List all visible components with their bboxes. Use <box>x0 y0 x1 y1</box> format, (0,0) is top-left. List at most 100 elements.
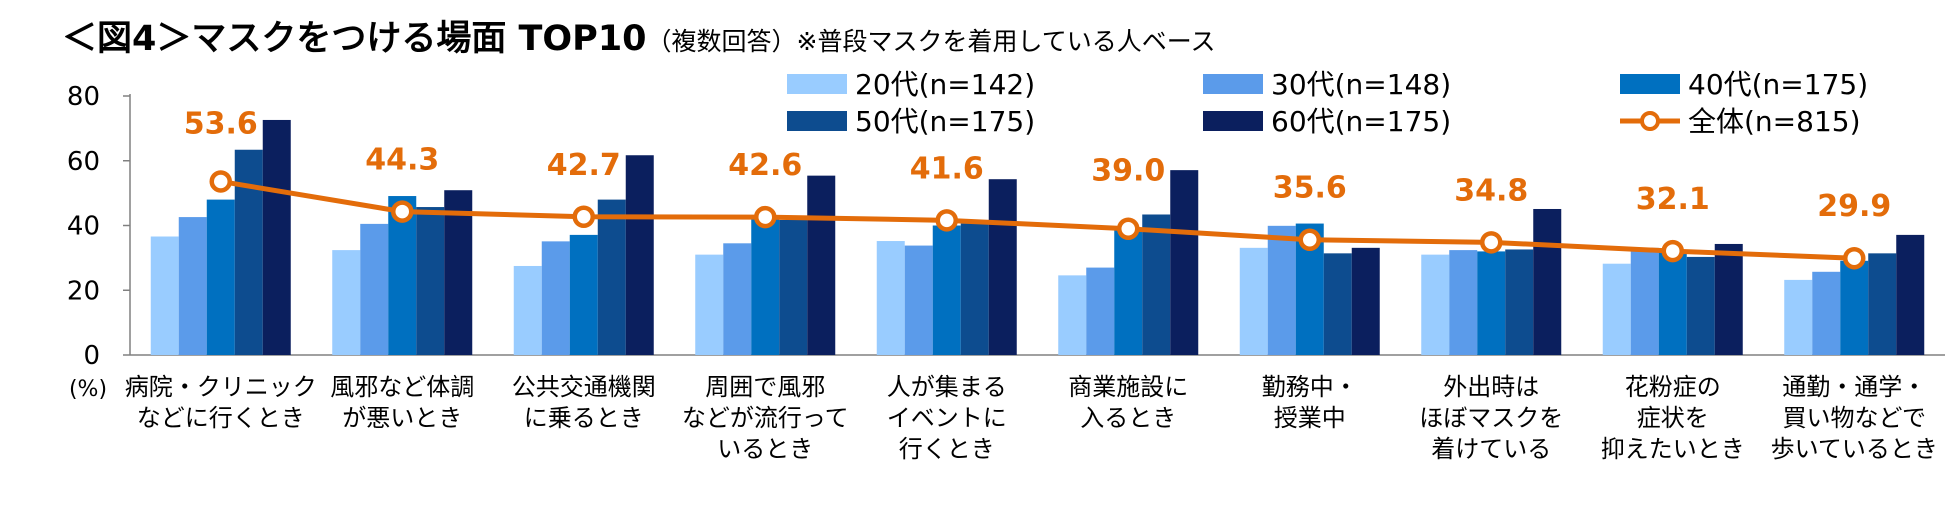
total-point <box>1843 246 1866 270</box>
x-category-label: 入るとき <box>1080 404 1176 432</box>
total-point <box>1661 239 1684 263</box>
legend-label: 30代(n=148) <box>1271 68 1451 101</box>
bar <box>1533 208 1562 355</box>
legend-marker <box>1640 111 1660 131</box>
x-category-label: 勤務中・ <box>1262 373 1358 401</box>
x-category-label: に乗るとき <box>524 404 644 432</box>
total-data-label: 42.7 <box>547 148 621 183</box>
x-category-label: などが流行って <box>682 404 849 432</box>
bar <box>876 241 905 355</box>
x-category-label: ほぼマスクを <box>1419 404 1563 432</box>
x-category-label: 風邪など体調 <box>330 373 474 401</box>
total-data-label: 32.1 <box>1636 182 1710 217</box>
total-data-label: 35.6 <box>1273 171 1347 206</box>
bar <box>1477 251 1506 355</box>
y-tick-label: 20 <box>67 276 100 306</box>
bar <box>695 254 724 355</box>
y-tick-label: 40 <box>67 212 100 242</box>
legend-label: 全体(n=815) <box>1688 105 1861 138</box>
x-category-label: 病院・クリニック <box>125 373 317 401</box>
total-point <box>754 205 777 229</box>
x-category-label: 通勤・通学・ <box>1782 373 1926 401</box>
bar <box>960 223 989 355</box>
legend-swatch <box>787 74 847 94</box>
legend-label: 40代(n=175) <box>1688 68 1868 101</box>
legend-swatch <box>1203 74 1263 94</box>
bar <box>807 175 836 355</box>
x-category-label: 人が集まる <box>887 373 1007 401</box>
total-point <box>1298 228 1321 251</box>
bar <box>1714 243 1743 355</box>
total-data-label: 29.9 <box>1817 189 1891 224</box>
chart-title-main: ＜図4＞マスクをつける場面 TOP10 <box>62 19 647 59</box>
legend-swatch <box>1620 74 1680 94</box>
total-point <box>1117 217 1140 240</box>
bar <box>1840 260 1869 355</box>
bar <box>234 149 263 355</box>
x-category-label: 行くとき <box>899 435 995 463</box>
bar <box>779 219 808 355</box>
bar <box>1142 214 1171 355</box>
x-category-label: 歩いているとき <box>1771 435 1938 463</box>
bar <box>444 190 473 355</box>
bar <box>1351 247 1380 355</box>
chart-title: ＜図4＞マスクをつける場面 TOP10（複数回答）※普段マスクを着用している人ベ… <box>62 10 1215 61</box>
x-category-label: などに行くとき <box>137 404 305 432</box>
x-category-label: いるとき <box>717 435 813 463</box>
bar <box>988 179 1017 355</box>
total-point <box>572 205 595 229</box>
bar <box>416 207 445 355</box>
total-data-label: 44.3 <box>365 143 439 178</box>
chart-title-subtitle: （複数回答）※普段マスクを着用している人ベース <box>646 27 1216 56</box>
bar <box>332 250 361 355</box>
total-point <box>391 200 414 223</box>
bar <box>625 155 654 355</box>
total-point <box>1480 231 1503 254</box>
bar <box>1421 254 1450 355</box>
total-point <box>209 170 232 193</box>
bar <box>1267 225 1296 355</box>
x-category-label: 授業中 <box>1274 404 1346 432</box>
bar <box>513 265 542 355</box>
total-data-label: 34.8 <box>1454 173 1528 208</box>
bar <box>569 234 598 355</box>
bar <box>1658 251 1687 355</box>
legend-swatch <box>1203 111 1263 131</box>
bar <box>1114 229 1143 355</box>
bar <box>150 236 179 355</box>
bar <box>1630 247 1659 355</box>
bar <box>1812 271 1841 355</box>
total-point <box>935 209 958 232</box>
bar <box>1239 247 1268 355</box>
bar <box>1686 256 1715 355</box>
legend-label: 50代(n=175) <box>855 105 1035 138</box>
bar <box>178 217 207 355</box>
y-tick-label: 80 <box>67 82 100 112</box>
x-category-label: 公共交通機関 <box>512 373 656 401</box>
x-category-label: が悪いとき <box>342 404 462 432</box>
total-data-label: 41.6 <box>910 151 984 186</box>
bar <box>1058 275 1087 355</box>
legend-label: 60代(n=175) <box>1271 105 1451 138</box>
total-data-label: 42.6 <box>728 148 802 183</box>
total-data-label: 39.0 <box>1091 154 1165 189</box>
bar <box>1784 279 1813 355</box>
bar <box>1505 249 1534 355</box>
total-line <box>220 179 1855 261</box>
bar <box>360 223 389 355</box>
bar <box>1896 234 1925 355</box>
bar <box>1086 267 1115 355</box>
bar <box>1449 250 1478 355</box>
bar <box>1323 253 1352 355</box>
bar <box>262 119 291 356</box>
bar <box>932 225 961 355</box>
x-category-label: 周囲で風邪 <box>705 373 825 401</box>
y-tick-label: 0 <box>83 341 100 371</box>
x-category-label: 外出時は <box>1443 373 1539 401</box>
bar <box>206 199 235 355</box>
x-category-label: 着けている <box>1431 435 1551 463</box>
bar <box>751 216 780 355</box>
x-category-label: 症状を <box>1637 404 1709 432</box>
y-axis-unit-label: (%) <box>69 377 107 402</box>
